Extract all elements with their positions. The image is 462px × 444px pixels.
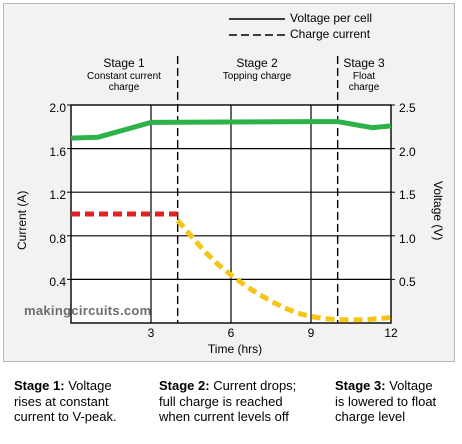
caption-stage-1-line2: rises at constant [14,393,109,409]
caption-stage-2-line1: Current drops; [209,378,297,393]
caption-stage-2-label: Stage 2: [159,378,210,393]
y-left-tick-0.4: 0.4 [49,275,66,289]
x-axis-title: Time (hrs) [207,342,263,356]
y-right-tick-2.0: 2.0 [399,145,416,159]
y-left-tick-1.6: 1.6 [49,145,66,159]
stage-3-subtitle-2: charge [348,82,380,93]
caption-stage-3-label: Stage 3: [335,378,386,393]
stage-2-title: Stage 2 [236,56,278,70]
legend-entry-current: Charge current [290,27,371,41]
stage-3-title: Stage 3 [343,56,385,70]
caption-stage-3-line1: Voltage [385,378,433,393]
voltage-line [70,119,392,141]
chart-frame: Voltage per cell Charge current Stage 1 … [3,3,455,362]
x-tick-9: 9 [307,326,315,340]
watermark: makingcircuits.com [24,303,152,318]
y-left-tick-0.8: 0.8 [49,232,66,246]
stage-1-subtitle-2: charge [108,82,140,93]
stage-1-title: Stage 1 [103,56,145,70]
caption-stage-3-line2: is lowered to float [335,393,437,409]
y-right-tick-2.5: 2.5 [399,101,416,115]
y-right-tick-0.5: 0.5 [399,275,416,289]
caption-stage-2-line3: when current levels off [159,409,289,424]
caption-stage-2: Stage 2: Current drops; full charge is r… [159,378,331,425]
stage-3-subtitle-1: Float [352,71,376,82]
y-left-tick-2.0: 2.0 [49,101,66,115]
y-left-tick-1.2: 1.2 [49,188,66,202]
current-stage2-line [175,218,392,323]
stage-2-subtitle-1: Topping charge [222,71,292,82]
x-tick-6: 6 [227,326,235,340]
y-right-tick-1.0: 1.0 [399,232,416,246]
chart-svg [67,18,395,324]
legend-entry-voltage: Voltage per cell [290,11,373,25]
caption-stage-1-line3: current to V-peak. [14,409,117,424]
stage-1-subtitle-1: Constant current [87,71,161,82]
caption-stage-2-line2: full charge is reached [159,393,283,409]
caption-stage-3: Stage 3: Voltage is lowered to float cha… [335,378,457,425]
caption-stage-1-label: Stage 1: [14,378,65,393]
y-right-axis-title: Voltage (V) [431,181,445,241]
caption-stage-1-line1: Voltage [64,378,112,393]
caption-stage-1: Stage 1: Voltage rises at constant curre… [14,378,154,425]
y-right-tick-1.5: 1.5 [399,188,416,202]
x-tick-3: 3 [147,326,155,340]
x-tick-12: 12 [384,326,398,340]
caption-stage-3-line3: charge level [335,409,406,424]
y-left-axis-title: Current (A) [15,190,29,250]
